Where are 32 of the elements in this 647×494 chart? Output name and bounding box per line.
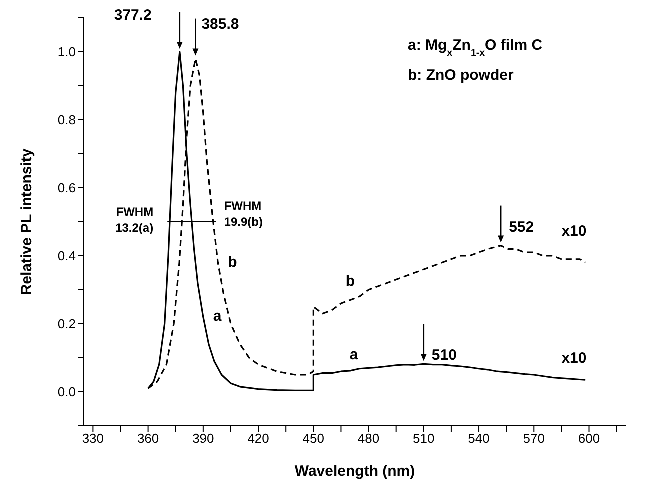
y-tick-label: 0.6 bbox=[58, 180, 76, 196]
y-tick-label: 0.0 bbox=[58, 384, 76, 400]
y-axis-title: Relative PL intensity bbox=[18, 148, 36, 296]
annotation: FWHM 13.2(a) bbox=[116, 205, 154, 235]
y-tick-label: 0.4 bbox=[58, 248, 76, 264]
y-tick-label: 0.8 bbox=[58, 112, 76, 128]
x-tick-label: 480 bbox=[358, 431, 380, 446]
y-tick-label: 0.2 bbox=[58, 316, 76, 332]
annotation: a: Mg$_{x}$Zn$_{1-x}$O film C bbox=[408, 37, 543, 58]
annotation: x10 bbox=[562, 223, 587, 240]
x-tick-label: 570 bbox=[523, 431, 545, 446]
x-tick-label: 450 bbox=[302, 431, 325, 446]
x-tick-label: 600 bbox=[578, 431, 600, 446]
annotation: FWHM 19.9(b) bbox=[224, 199, 263, 229]
x-tick-label: 420 bbox=[248, 431, 270, 446]
y-tick-label: 1.0 bbox=[58, 44, 76, 60]
series-label: a bbox=[213, 308, 222, 326]
x-tick-label: 510 bbox=[413, 431, 435, 446]
x-tick-label: 540 bbox=[468, 431, 490, 446]
annotation: b: ZnO powder bbox=[408, 67, 514, 84]
series-label: b bbox=[228, 254, 238, 271]
annotation: x10 bbox=[562, 350, 587, 367]
x-axis-title: Wavelength (nm) bbox=[294, 463, 416, 480]
x-tick-label: 330 bbox=[82, 431, 104, 446]
x-tick-label: 390 bbox=[192, 431, 214, 446]
annotation: 377.2 bbox=[114, 7, 152, 24]
x-tick-label: 360 bbox=[137, 431, 160, 446]
annotation: 510 bbox=[432, 347, 457, 364]
annotation: a bbox=[350, 346, 359, 364]
annotation: 552 bbox=[509, 218, 534, 236]
annotation: b bbox=[346, 273, 355, 290]
annotation: 385.8 bbox=[202, 16, 240, 33]
